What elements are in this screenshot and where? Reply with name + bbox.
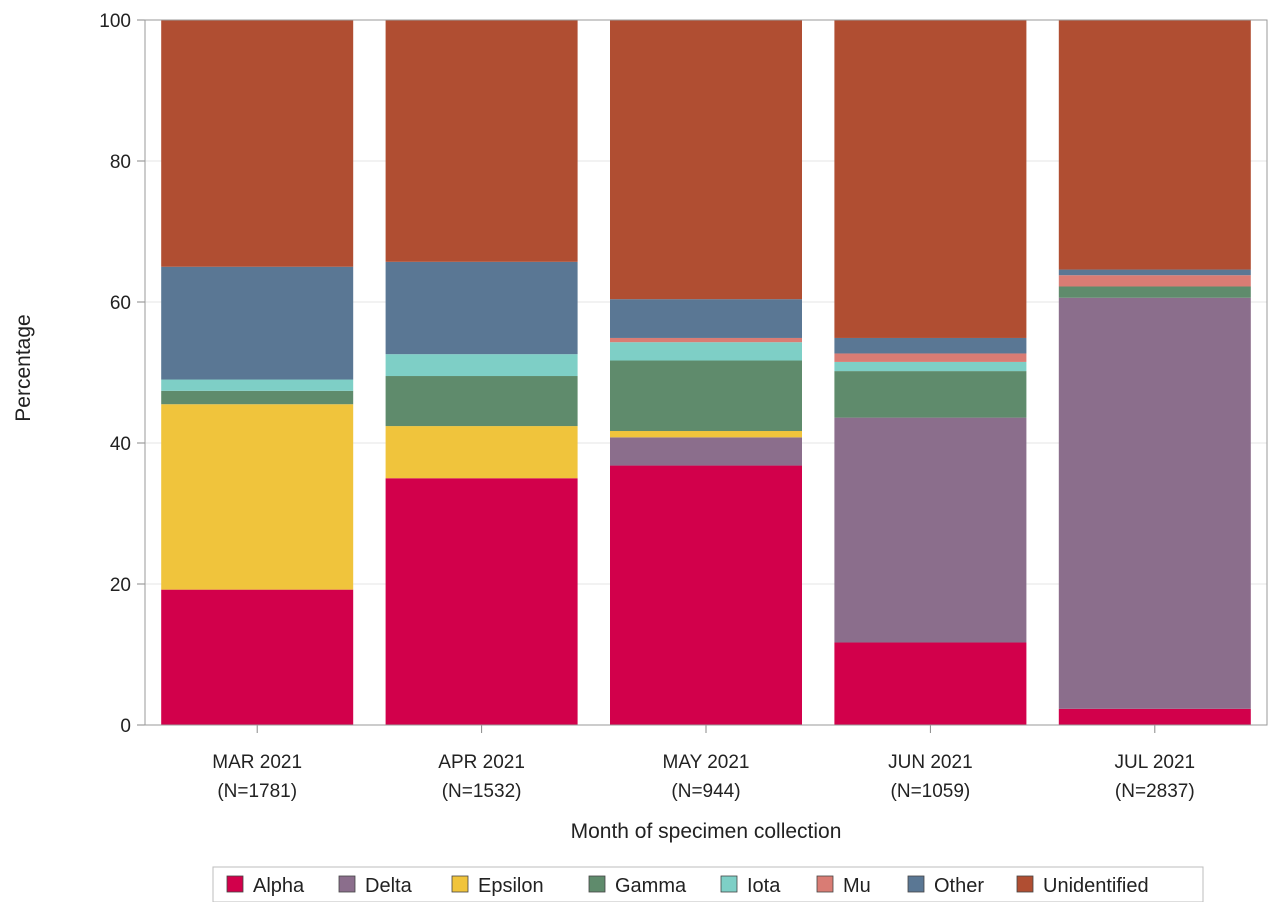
bar-segment-gamma (610, 360, 802, 432)
legend-label-iota: Iota (747, 875, 781, 897)
x-tick-label-month: JUN 2021 (888, 752, 973, 773)
legend-label-mu: Mu (843, 875, 871, 897)
bar-segment-epsilon (610, 431, 802, 438)
bar-segment-gamma (1058, 286, 1251, 298)
x-tick-label-n: (N=2837) (1115, 781, 1195, 802)
legend-swatch-unidentified (1016, 875, 1034, 893)
y-axis-title: Percentage (12, 314, 35, 421)
bar-segment-other (834, 337, 1027, 354)
bar-segment-unidentified (385, 20, 578, 262)
x-axis-title: Month of specimen collection (571, 820, 842, 843)
x-tick-label-month: MAR 2021 (212, 752, 302, 773)
legend-swatch-mu (816, 875, 834, 893)
plot-frame (144, 19, 1268, 726)
legend-swatch-delta (338, 875, 356, 893)
axes: 0 20 40 60 80 100 MAR 2021 (N=1781) APR 2021 (N=1… (99, 11, 1268, 802)
bar-segment-delta (1058, 297, 1251, 709)
y-tick-label: 60 (110, 293, 131, 314)
bar-segment-gamma (385, 376, 578, 427)
bar-segment-mu (610, 337, 802, 343)
bar-segment-gamma (834, 371, 1027, 418)
y-tick-label: 100 (99, 11, 131, 32)
bar-segment-other (385, 261, 578, 355)
bar-segment-epsilon (385, 426, 578, 479)
legend-label-gamma: Gamma (615, 875, 687, 897)
legend-swatch-iota (720, 875, 738, 893)
bar-segment-iota (385, 354, 578, 377)
legend-swatch-gamma (588, 875, 606, 893)
legend-box (212, 866, 1204, 902)
bar-segment-alpha (385, 478, 578, 725)
bar-segment-alpha (1058, 708, 1251, 725)
legend: Alpha Delta Epsilon Gamma Iota Mu Other Unident… (212, 866, 1204, 902)
x-tick-label-n: (N=1781) (217, 781, 297, 802)
bar-segment-iota (610, 342, 802, 361)
bar-segment-other (161, 266, 354, 380)
legend-swatch-other (907, 875, 925, 893)
x-tick-label-month: JUL 2021 (1114, 752, 1195, 773)
bar-segment-delta (834, 417, 1027, 643)
bar-segment-alpha (834, 642, 1027, 725)
bar-segment-iota (834, 361, 1027, 372)
bars (161, 20, 1251, 725)
bar-segment-unidentified (1058, 20, 1251, 270)
bar-segment-unidentified (834, 20, 1027, 338)
y-tick-label: 0 (120, 716, 131, 737)
legend-label-other: Other (934, 875, 984, 897)
bar-segment-delta (610, 437, 802, 466)
legend-swatch-alpha (226, 875, 244, 893)
bar-segment-mu (834, 353, 1027, 362)
x-tick-label-n: (N=1059) (891, 781, 971, 802)
x-tick-label-month: APR 2021 (438, 752, 525, 773)
y-tick-label: 40 (110, 434, 131, 455)
legend-label-delta: Delta (365, 875, 413, 897)
bar-segment-alpha (610, 465, 802, 725)
legend-label-unidentified: Unidentified (1043, 875, 1149, 897)
y-tick-label: 20 (110, 575, 131, 596)
bar-segment-iota (161, 379, 354, 391)
bar-segment-mu (1058, 275, 1251, 287)
legend-label-alpha: Alpha (253, 875, 305, 897)
bar-segment-unidentified (161, 20, 354, 267)
x-tick-label-n: (N=944) (671, 781, 740, 802)
y-tick-label: 80 (110, 152, 131, 173)
legend-label-epsilon: Epsilon (478, 875, 544, 897)
legend-swatch-epsilon (451, 875, 469, 893)
bar-segment-alpha (161, 589, 354, 725)
bar-segment-other (1058, 269, 1251, 276)
bar-segment-epsilon (161, 404, 354, 590)
x-tick-label-month: MAY 2021 (663, 752, 750, 773)
x-tick-label-n: (N=1532) (442, 781, 522, 802)
bar-segment-other (610, 299, 802, 338)
bar-segment-unidentified (610, 20, 802, 300)
bar-segment-gamma (161, 390, 354, 405)
